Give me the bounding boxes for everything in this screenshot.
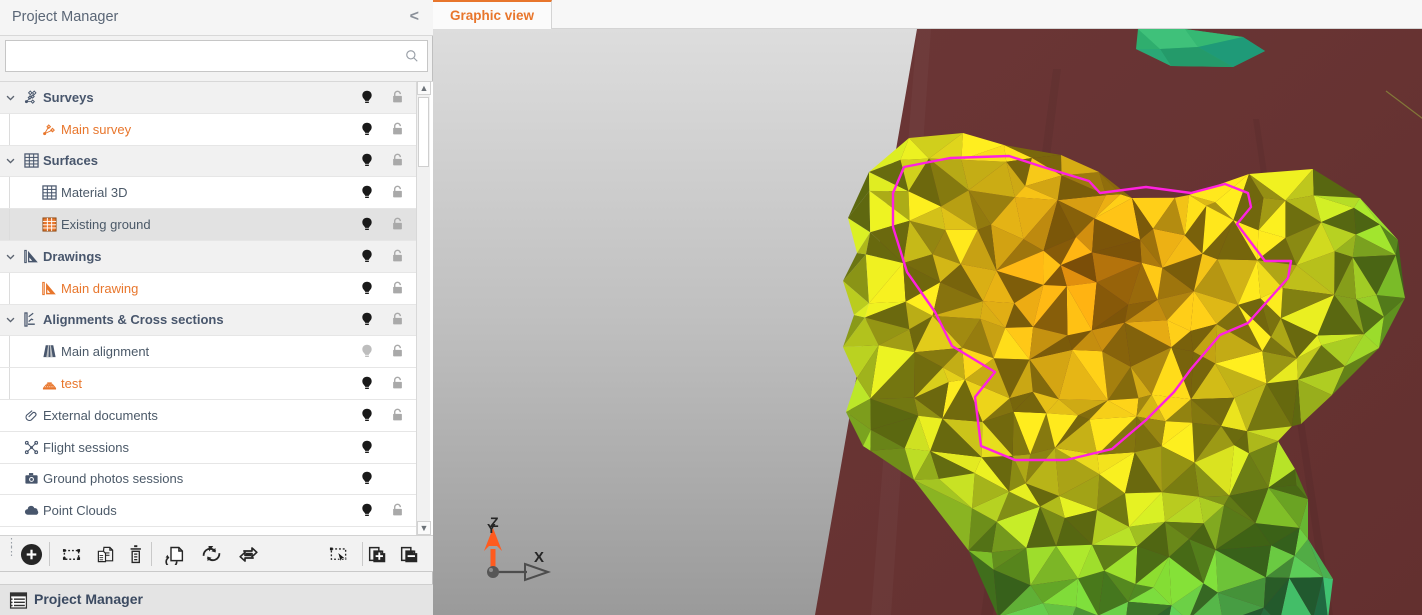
svg-text:X: X bbox=[534, 549, 544, 566]
svg-text:Y: Y bbox=[487, 521, 496, 536]
